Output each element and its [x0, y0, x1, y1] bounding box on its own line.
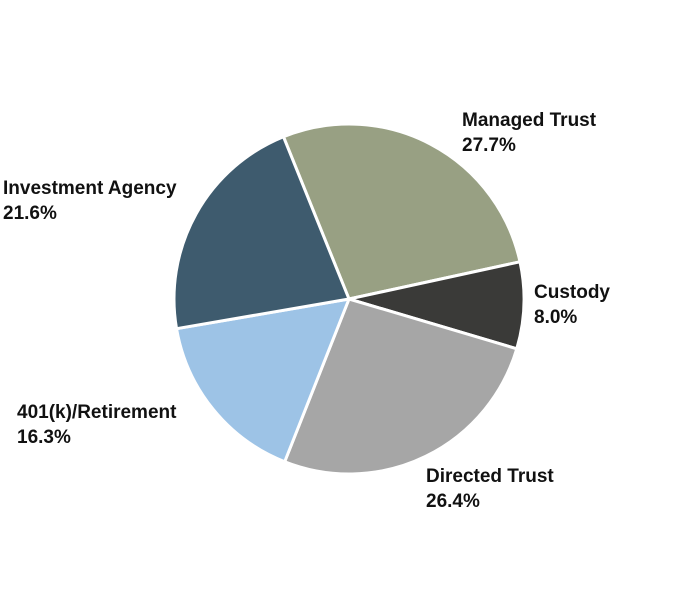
pie-slice-managed-trust: [281, 122, 522, 301]
slice-category-label: Investment Agency: [3, 178, 177, 199]
slice-label-custody: Custody 8.0%: [534, 282, 610, 328]
pie-slice-401-k-retirement: [175, 297, 351, 464]
pie-slices: [172, 122, 526, 476]
slice-category-label: 401(k)/Retirement: [17, 402, 177, 423]
slice-category-label: Custody: [534, 282, 610, 303]
slice-label-401-k-retirement: 401(k)/Retirement 16.3%: [17, 402, 177, 448]
slice-percent-label: 16.3%: [17, 427, 71, 448]
slice-label-managed-trust: Managed Trust 27.7%: [462, 110, 597, 156]
slice-percent-label: 21.6%: [3, 203, 57, 224]
slice-labels: Managed Trust 27.7% Custody 8.0% Directed Tr…: [3, 110, 610, 512]
slice-label-investment-agency: Investment Agency 21.6%: [3, 178, 177, 224]
slice-label-directed-trust: Directed Trust 26.4%: [426, 466, 554, 512]
slice-percent-label: 8.0%: [534, 307, 577, 328]
pie-slice-directed-trust: [283, 297, 519, 476]
slice-percent-label: 26.4%: [426, 491, 480, 512]
slice-category-label: Directed Trust: [426, 466, 554, 487]
slice-category-label: Managed Trust: [462, 110, 597, 131]
slice-percent-label: 27.7%: [462, 135, 516, 156]
pie-slice-investment-agency: [172, 135, 351, 331]
